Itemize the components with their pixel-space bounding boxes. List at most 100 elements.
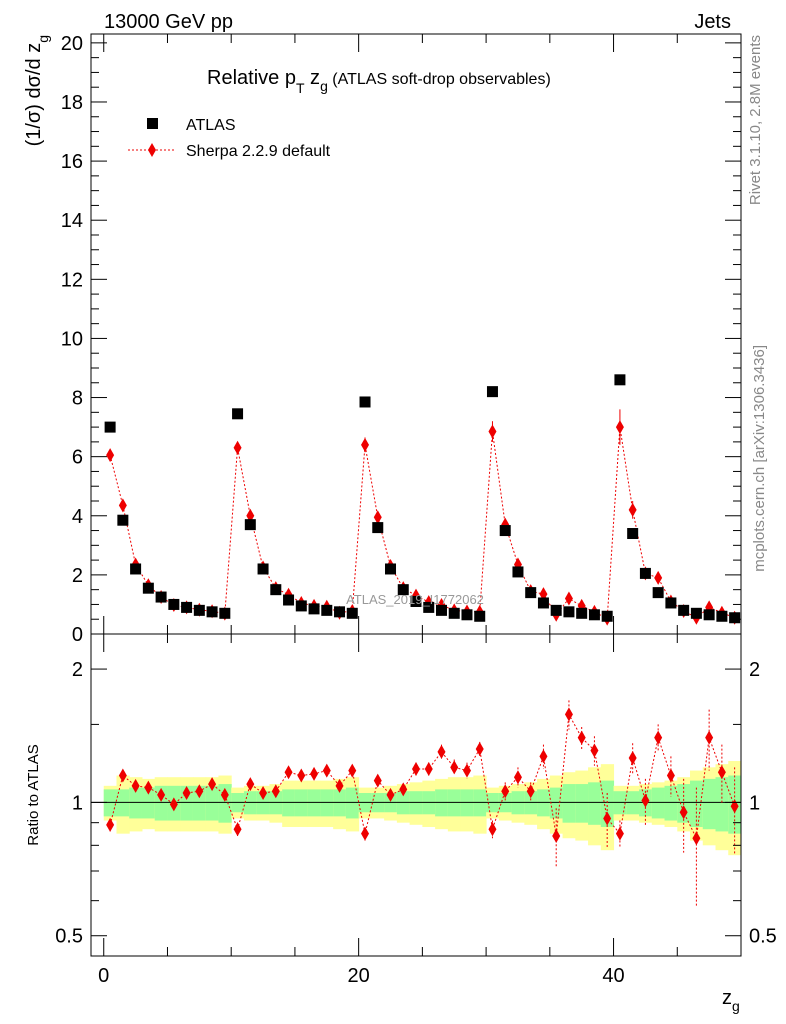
- y-tick-label: 16: [61, 151, 83, 173]
- ratio-point: [157, 787, 166, 802]
- ratio-point: [106, 817, 115, 832]
- ratio-point: [373, 773, 382, 788]
- ratio-point: [271, 784, 280, 799]
- atlas-point: [270, 584, 282, 596]
- sherpa-line: [109, 427, 735, 620]
- atlas-point: [576, 607, 588, 619]
- atlas-series: [104, 374, 741, 624]
- y-tick-label: 18: [61, 92, 83, 114]
- atlas-point: [308, 603, 320, 615]
- atlas-point: [627, 528, 639, 540]
- ratio-point: [526, 784, 535, 799]
- ratio-point: [348, 763, 357, 778]
- sherpa-point: [615, 420, 624, 435]
- sherpa-point: [654, 570, 663, 585]
- atlas-point: [321, 604, 333, 616]
- atlas-point: [104, 421, 116, 433]
- atlas-point: [168, 598, 180, 610]
- ratio-point: [424, 761, 433, 776]
- inner-uncertainty-band: [588, 782, 602, 825]
- atlas-point: [206, 606, 218, 618]
- ratio-y-label: Ratio to ATLAS: [25, 744, 42, 845]
- atlas-point: [486, 386, 498, 398]
- atlas-point: [537, 597, 549, 609]
- atlas-point: [346, 607, 358, 619]
- atlas-point: [550, 604, 562, 616]
- ratio-point: [488, 822, 497, 837]
- inner-uncertainty-band: [600, 780, 615, 827]
- atlas-point: [423, 601, 435, 613]
- ratio-point: [412, 761, 420, 776]
- ratio-point: [437, 744, 446, 759]
- inner-uncertainty-band: [192, 785, 207, 821]
- x-tick-label: 0: [98, 965, 109, 987]
- atlas-point: [448, 607, 460, 619]
- ratio-point: [450, 760, 459, 775]
- ratio-bands: [103, 761, 742, 856]
- ratio-frame: [90, 633, 742, 957]
- inner-uncertainty-band: [205, 785, 219, 821]
- x-tick-label: 20: [348, 965, 370, 987]
- ratio-tick-label-left: 2: [72, 659, 83, 681]
- ratio-point: [564, 707, 573, 722]
- atlas-point: [334, 606, 346, 618]
- process-label: Jets: [694, 11, 731, 33]
- y-tick-label: 20: [61, 33, 83, 55]
- main-y-axis: 0 2 4 6 8 10 12 14 16 18 20: [61, 33, 741, 646]
- inner-uncertainty-band: [129, 787, 143, 819]
- atlas-point: [639, 567, 651, 579]
- y-tick-label: 14: [61, 210, 83, 232]
- atlas-point: [690, 607, 702, 619]
- ratio-y-axis: 0.5 0.5 1 1 2 2: [55, 659, 777, 948]
- inner-uncertainty-band: [345, 787, 360, 819]
- atlas-point: [359, 396, 371, 408]
- inner-uncertainty-band: [562, 784, 576, 823]
- atlas-point: [130, 563, 142, 575]
- ratio-point: [513, 770, 522, 785]
- atlas-point: [703, 609, 715, 621]
- main-panel: 0 2 4 6 8 10 12 14 16 18 20 Relative pT zg (ATLAS …: [23, 33, 742, 646]
- atlas-point: [372, 522, 384, 534]
- inner-uncertainty-band: [651, 787, 666, 819]
- ratio-point: [501, 784, 510, 799]
- atlas-point: [219, 607, 231, 619]
- atlas-point: [257, 563, 269, 575]
- atlas-point: [295, 600, 307, 612]
- ratio-point: [118, 768, 127, 783]
- atlas-point: [193, 604, 205, 616]
- chart-title: Relative pT zg (ATLAS soft-drop observab…: [207, 67, 551, 96]
- atlas-point: [525, 587, 537, 599]
- ratio-x-axis: 0 20 40: [98, 634, 742, 987]
- ratio-point: [310, 766, 319, 781]
- ratio-point: [628, 750, 637, 765]
- y-tick-label: 2: [72, 565, 83, 587]
- atlas-point: [142, 582, 154, 594]
- atlas-point: [678, 604, 690, 616]
- ratio-point: [284, 765, 293, 780]
- x-axis-label: zg: [722, 987, 740, 1014]
- ratio-panel: 0.5 0.5 1 1 2 2 0 20 40 Ratio to ATLAS zg: [25, 633, 777, 1014]
- ratio-point: [666, 768, 675, 783]
- ratio-point: [195, 784, 204, 799]
- ratio-point: [399, 782, 408, 797]
- inner-uncertainty-band: [715, 777, 729, 832]
- inner-uncertainty-band: [549, 787, 564, 819]
- ratio-point: [692, 831, 701, 846]
- atlas-point: [461, 609, 473, 621]
- inner-uncertainty-band: [575, 784, 589, 823]
- atlas-point: [117, 514, 129, 526]
- ratio-point: [386, 787, 395, 802]
- atlas-point: [244, 519, 256, 531]
- ratio-tick-label-left: 0.5: [55, 926, 83, 948]
- x-tick-label: 40: [602, 965, 624, 987]
- ratio-tick-label-left: 1: [72, 792, 83, 814]
- mcplots-info: mcplots.cern.ch [arXiv:1306.3436]: [751, 345, 768, 572]
- ratio-point: [246, 777, 255, 792]
- ratio-point: [552, 828, 561, 843]
- inner-uncertainty-band: [664, 785, 678, 821]
- ratio-point: [705, 730, 714, 745]
- ratio-point: [208, 777, 217, 792]
- y-tick-label: 10: [61, 328, 83, 350]
- ratio-point: [590, 743, 599, 758]
- sherpa-point: [488, 424, 497, 439]
